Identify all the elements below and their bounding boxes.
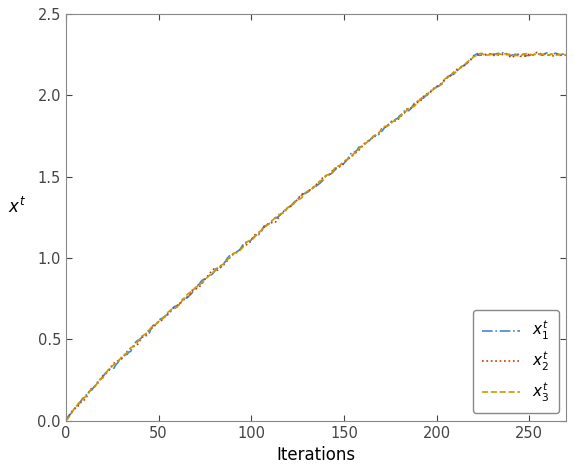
Legend: $x_1^t$, $x_2^t$, $x_3^t$: $x_1^t$, $x_2^t$, $x_3^t$ [472,310,559,413]
$x_2^t$ [63,416,69,421]
$x_2^t$ [518,54,525,59]
$x_3^t$ [417,96,424,102]
$x_1^t$ [498,50,505,55]
$x_1^t$ [417,97,424,102]
$x_2^t$ [417,99,424,104]
$x_1^t$ [563,51,570,57]
$x_3^t$ [520,51,527,57]
$x_3^t$ [402,109,409,115]
X-axis label: Iterations: Iterations [277,447,356,464]
$x_2^t$ [385,122,392,127]
$x_3^t$ [478,51,484,56]
$x_3^t$ [524,51,531,57]
$x_3^t$ [563,52,570,58]
Line: $x_1^t$: $x_1^t$ [66,52,567,419]
$x_2^t$ [522,53,529,59]
$x_2^t$ [402,110,409,115]
$x_1^t$ [402,108,409,113]
$x_1^t$ [520,51,527,57]
$x_1^t$ [229,251,236,257]
$x_3^t$ [63,418,69,423]
Line: $x_3^t$: $x_3^t$ [66,53,567,421]
Y-axis label: $x^t$: $x^t$ [7,197,26,217]
$x_3^t$ [229,252,236,258]
Line: $x_2^t$: $x_2^t$ [66,52,567,419]
$x_2^t$ [533,50,540,55]
$x_1^t$ [524,53,531,59]
$x_2^t$ [229,252,236,257]
$x_3^t$ [385,123,392,128]
$x_2^t$ [563,52,570,58]
$x_1^t$ [63,416,69,422]
$x_1^t$ [385,122,392,128]
